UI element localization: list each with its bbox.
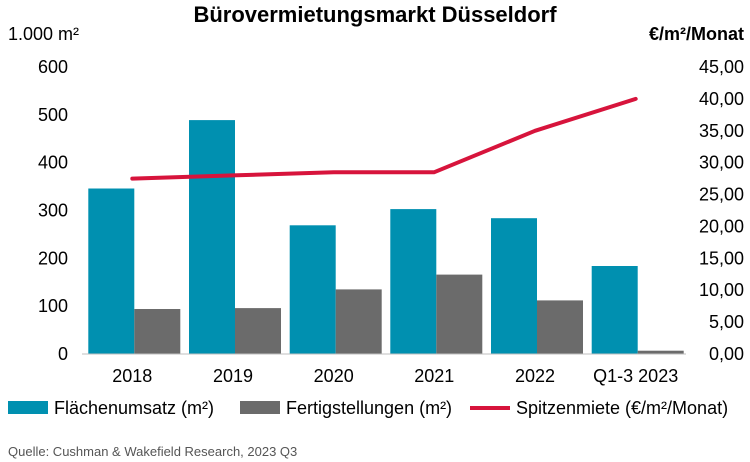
line-series-group [130,96,638,181]
line-spitzenmiete [130,96,638,181]
bar-fertigstellungen [335,289,382,354]
right-axis-ticks: 0,00 5,00 10,00 15,00 20,00 25,00 30,00 35,00 40… [699,57,744,364]
bar-flaechenumsatz [189,120,235,354]
right-tick-label: 25,00 [699,185,744,205]
left-tick-label: 600 [38,57,68,77]
right-tick-label: 45,00 [699,57,744,77]
right-tick-label: 0,00 [709,344,744,364]
bar-flaechenumsatz [390,209,437,354]
right-tick-label: 35,00 [699,121,744,141]
bar-fertigstellungen [537,300,583,354]
bar-flaechenumsatz [491,218,537,354]
bar-fertigstellungen [637,350,684,354]
category-labels: 2018 2019 2020 2021 2022 Q1-3 2023 [112,366,678,386]
bar-flaechenumsatz [591,266,638,354]
legend-label: Fertigstellungen (m²) [286,398,452,418]
left-axis-ticks: 0 100 200 300 400 500 600 [38,57,68,364]
bars-group [88,120,684,354]
category-label: 2022 [515,366,555,386]
right-tick-label: 40,00 [699,89,744,109]
legend-swatch-bar [240,401,280,414]
bar-fertigstellungen [436,274,483,354]
left-axis-unit: 1.000 m² [8,24,79,44]
left-tick-label: 500 [38,105,68,125]
chart-title: Bürovermietungsmarkt Düsseldorf [193,2,557,27]
bar-fertigstellungen [134,309,181,354]
category-label: 2020 [314,366,354,386]
bar-flaechenumsatz [88,188,135,354]
legend-label: Flächenumsatz (m²) [54,398,214,418]
left-tick-label: 400 [38,153,68,173]
right-tick-label: 5,00 [709,312,744,332]
right-tick-label: 10,00 [699,280,744,300]
left-tick-label: 100 [38,296,68,316]
left-tick-label: 200 [38,248,68,268]
left-tick-label: 300 [38,201,68,221]
legend-label: Spitzenmiete (€/m²/Monat) [516,398,728,418]
right-tick-label: 15,00 [699,248,744,268]
bar-fertigstellungen [235,308,281,354]
category-label: 2021 [414,366,454,386]
legend-swatch-bar [8,401,48,414]
right-tick-label: 20,00 [699,216,744,236]
category-label: Q1-3 2023 [593,366,678,386]
category-label: 2018 [112,366,152,386]
right-axis-unit: €/m²/Monat [649,24,744,44]
legend: Flächenumsatz (m²) Fertigstellungen (m²) S… [8,398,728,418]
bar-flaechenumsatz [289,225,336,354]
left-tick-label: 0 [58,344,68,364]
right-tick-label: 30,00 [699,153,744,173]
source-note: Quelle: Cushman & Wakefield Research, 20… [8,444,297,459]
category-label: 2019 [213,366,253,386]
